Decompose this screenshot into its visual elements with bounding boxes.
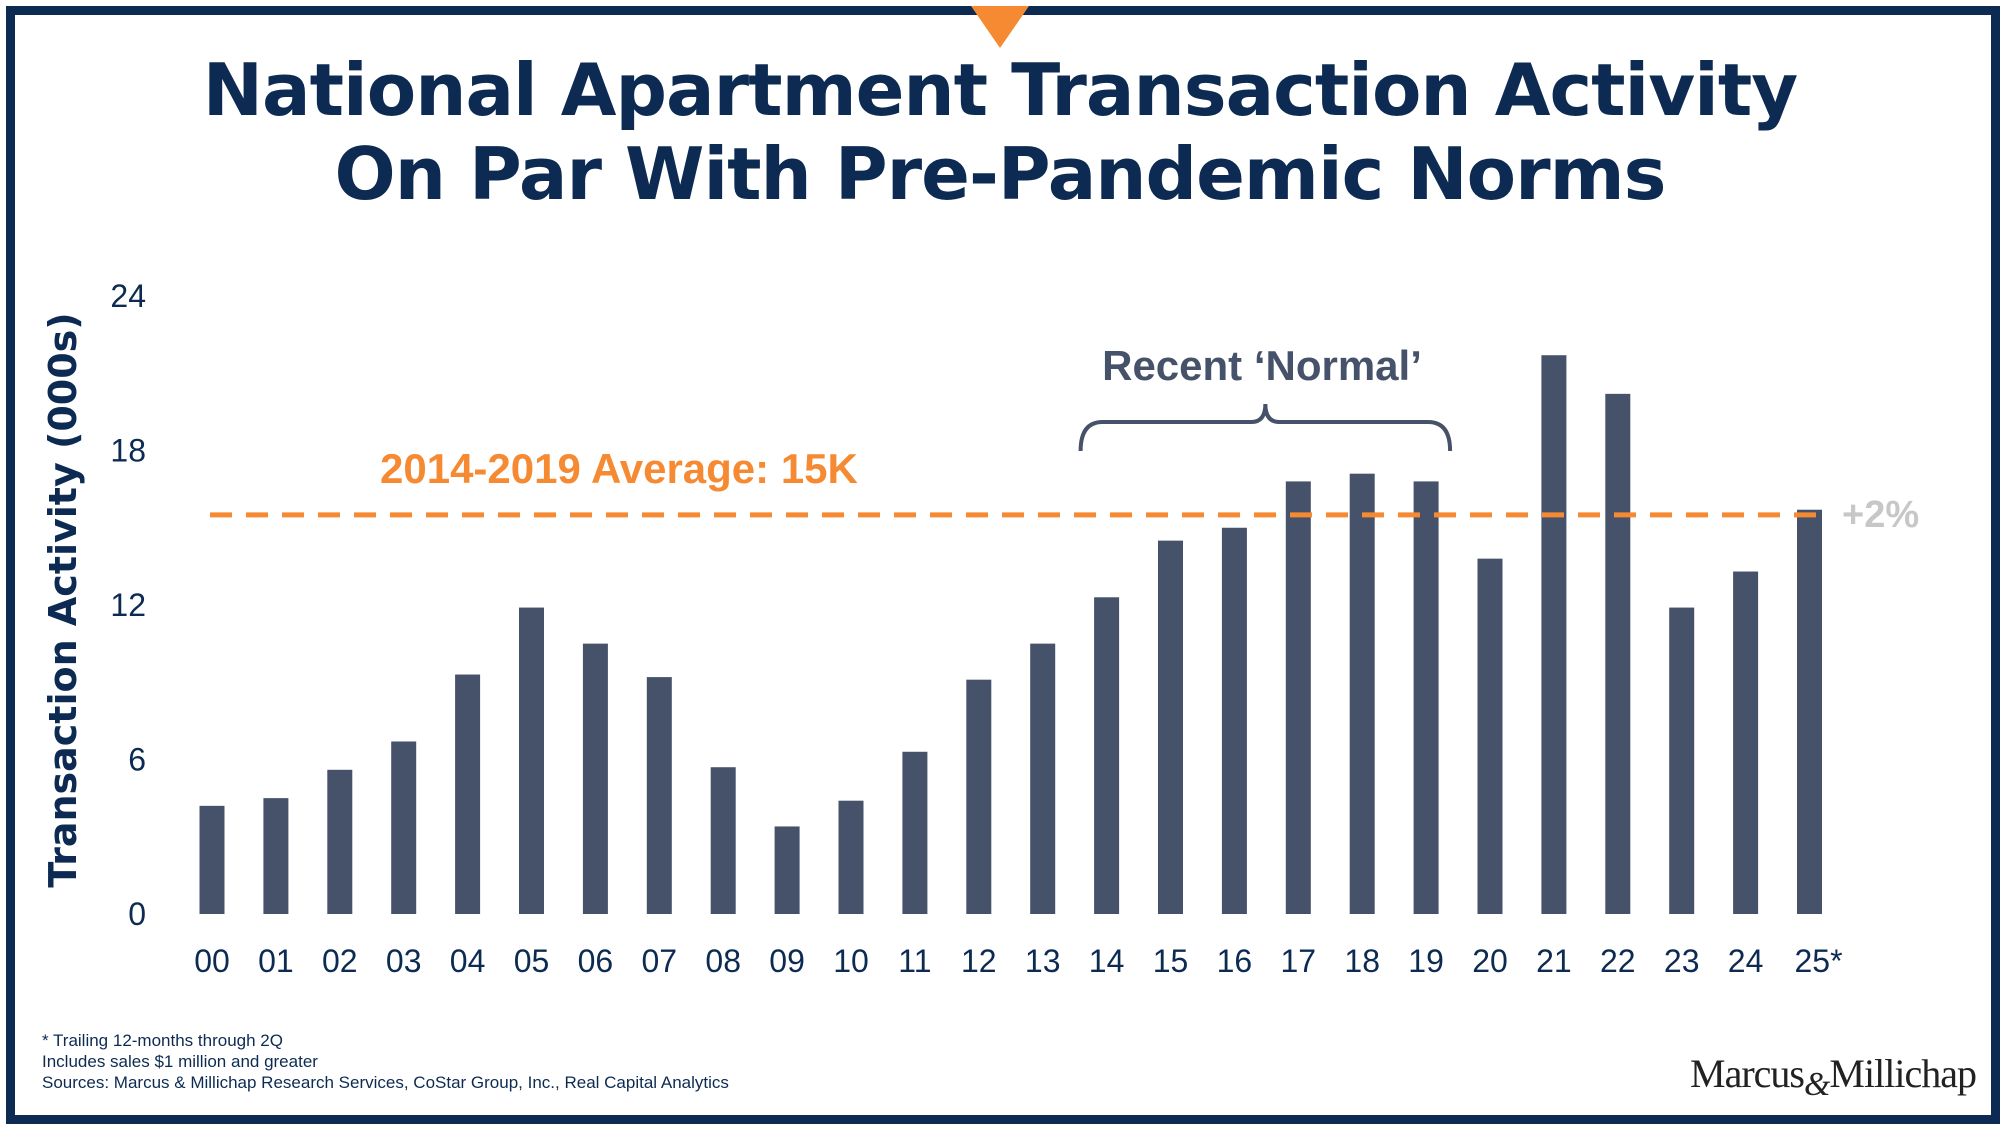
- bar: [582, 643, 608, 914]
- x-tick-label: 14: [1089, 943, 1125, 979]
- bar: [1349, 473, 1375, 914]
- x-tick-label: 08: [705, 943, 741, 979]
- x-tick-label: 25*: [1794, 943, 1842, 979]
- y-tick-label: 18: [110, 433, 146, 469]
- x-tick-label: 19: [1408, 943, 1444, 979]
- x-tick-label: 18: [1344, 943, 1380, 979]
- x-tick-label: 12: [961, 943, 997, 979]
- y-tick-label: 12: [110, 587, 146, 623]
- chart-title-line-2: On Par With Pre-Pandemic Norms: [334, 132, 1667, 216]
- bars: [199, 355, 1822, 915]
- x-tick-label: 06: [578, 943, 614, 979]
- recent-normal-label: Recent ‘Normal’: [1102, 342, 1422, 389]
- x-axis-labels: 00 01 02 03 04 05 06 07 08 09 10 11 12 13 14 15 16 17 18 19…: [194, 943, 1842, 979]
- logo-word-left: Marcus: [1690, 1051, 1805, 1096]
- bar: [1413, 481, 1439, 914]
- bar: [966, 679, 992, 914]
- y-tick-label: 0: [128, 896, 146, 932]
- bar: [455, 674, 481, 914]
- bar: [710, 767, 736, 914]
- y-axis-title: Transaction Activity (000s): [41, 312, 85, 887]
- change-label: +2%: [1842, 494, 1919, 536]
- y-axis-ticks: 0 6 12 18 24: [110, 278, 146, 932]
- x-tick-label: 10: [833, 943, 869, 979]
- bar: [1477, 558, 1503, 914]
- x-tick-label: 09: [769, 943, 805, 979]
- x-tick-label: 03: [386, 943, 422, 979]
- x-tick-label: 24: [1728, 943, 1764, 979]
- average-line-label: 2014-2019 Average: 15K: [380, 445, 858, 492]
- bar: [519, 607, 544, 914]
- footnote-line-1: * Trailing 12-months through 2Q: [42, 1031, 283, 1050]
- x-tick-label: 23: [1664, 943, 1700, 979]
- bar: [199, 805, 225, 914]
- x-tick-label: 15: [1153, 943, 1189, 979]
- bar: [774, 826, 800, 914]
- x-tick-label: 20: [1472, 943, 1508, 979]
- bar: [902, 751, 928, 914]
- x-tick-label: 04: [450, 943, 486, 979]
- y-tick-label: 6: [128, 742, 146, 778]
- bar: [1605, 393, 1631, 915]
- recent-normal-bracket: [1078, 403, 1453, 452]
- triangle-marker-icon: [971, 6, 1029, 48]
- bar: [1285, 481, 1311, 914]
- bar: [1221, 527, 1247, 914]
- bar: [327, 769, 353, 914]
- bar: [391, 741, 417, 914]
- x-tick-label: 22: [1600, 943, 1636, 979]
- x-tick-label: 17: [1281, 943, 1317, 979]
- bar: [1669, 607, 1695, 914]
- x-tick-label: 00: [194, 943, 230, 979]
- bar: [1158, 540, 1183, 914]
- chart-title-line-1: National Apartment Transaction Activity: [202, 48, 1798, 132]
- logo-ampersand: &: [1803, 1066, 1830, 1103]
- x-tick-label: 16: [1217, 943, 1253, 979]
- chart-title: National Apartment Transaction Activity …: [0, 48, 2000, 216]
- x-tick-label: 07: [642, 943, 678, 979]
- bar: [1733, 571, 1759, 914]
- footnote-line-3: Sources: Marcus & Millichap Research Ser…: [42, 1073, 729, 1092]
- footnotes: * Trailing 12-months through 2Q Includes…: [42, 1030, 729, 1093]
- x-tick-label: 21: [1536, 943, 1572, 979]
- company-logo: Marcus&Millichap: [1690, 1050, 1977, 1104]
- bar: [1030, 643, 1056, 914]
- logo-word-right: Millichap: [1829, 1051, 1977, 1096]
- y-tick-label: 24: [110, 278, 146, 314]
- bar: [1541, 355, 1567, 915]
- x-tick-label: 01: [258, 943, 294, 979]
- x-tick-label: 11: [898, 943, 931, 979]
- x-tick-label: 02: [322, 943, 358, 979]
- footnote-line-2: Includes sales $1 million and greater: [42, 1052, 318, 1071]
- chart-frame: [6, 6, 2000, 1124]
- bar: [1797, 509, 1822, 914]
- bar: [1094, 597, 1120, 914]
- bar: [646, 677, 672, 914]
- x-tick-label: 05: [514, 943, 550, 979]
- bar: [263, 798, 289, 914]
- bar: [838, 800, 864, 914]
- x-tick-label: 13: [1025, 943, 1061, 979]
